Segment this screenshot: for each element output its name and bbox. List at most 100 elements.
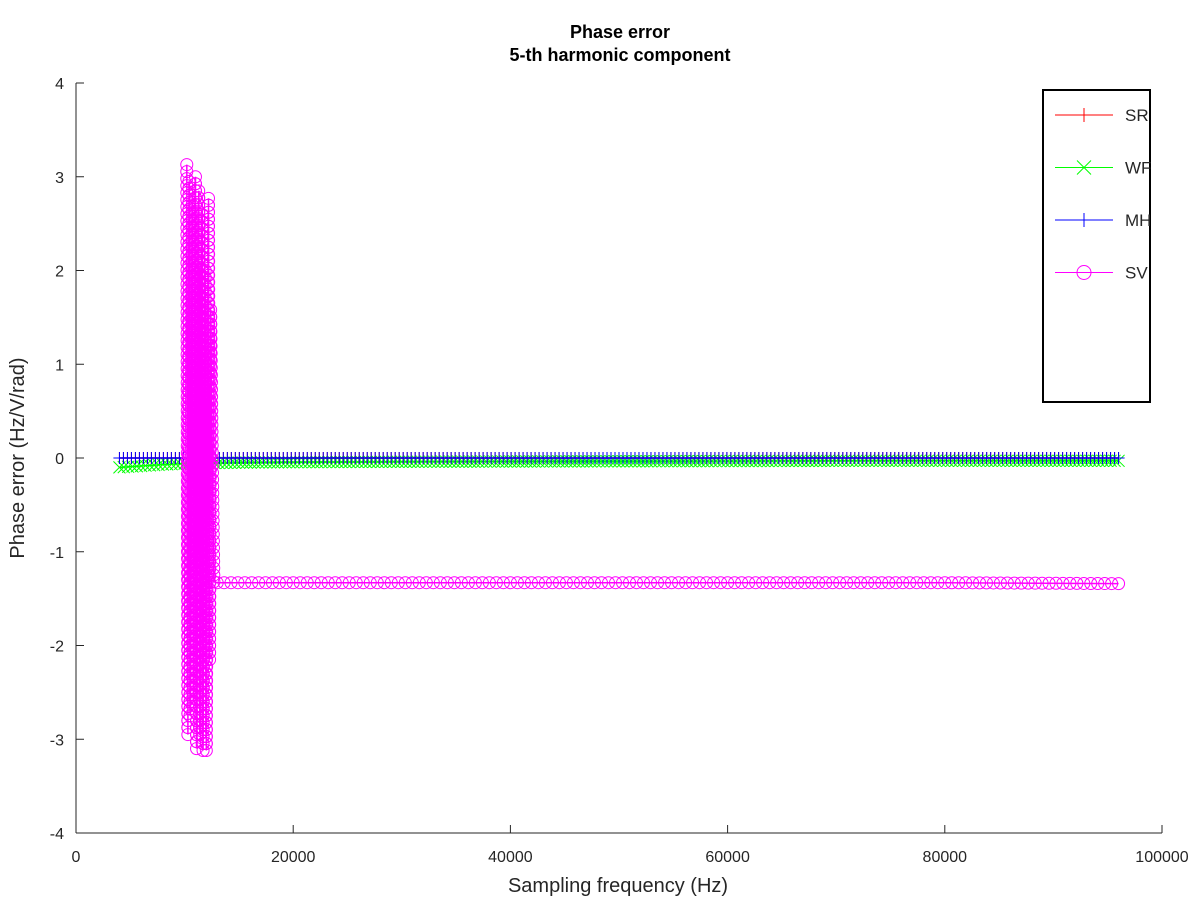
data-point [398, 576, 412, 590]
data-point [840, 576, 854, 590]
data-point [637, 576, 651, 590]
data-point [204, 332, 218, 346]
data-point [749, 576, 763, 590]
data-point [986, 576, 1000, 590]
data-point [307, 576, 321, 590]
data-point [199, 744, 213, 757]
data-point [201, 191, 215, 205]
data-point [693, 576, 707, 590]
data-point [200, 681, 214, 695]
data-point [580, 576, 594, 590]
y-tick-label: -1 [50, 545, 64, 562]
data-point [1007, 576, 1021, 590]
data-point [328, 576, 342, 590]
data-point [700, 576, 714, 590]
data-point [192, 191, 206, 205]
data-point [798, 576, 812, 590]
data-point [342, 576, 356, 590]
data-point [966, 576, 980, 590]
legend-label: SV [1125, 264, 1148, 283]
data-point [896, 576, 910, 590]
data-point [272, 576, 286, 590]
data-point [203, 590, 217, 604]
legend-marker [1076, 265, 1092, 280]
data-point [412, 576, 426, 590]
data-point [202, 268, 216, 282]
data-point [363, 576, 377, 590]
data-point [203, 611, 217, 625]
data-point [202, 205, 216, 219]
data-point [207, 561, 221, 575]
data-point [756, 576, 770, 590]
data-point [196, 723, 210, 737]
data-point [503, 576, 517, 590]
data-point [854, 576, 868, 590]
data-point [205, 459, 219, 473]
data-point [206, 479, 220, 493]
data-point [468, 576, 482, 590]
data-point [207, 548, 221, 562]
data-point [203, 597, 217, 611]
data-point [286, 576, 300, 590]
y-tick-label: 1 [55, 357, 64, 374]
data-point [496, 576, 510, 590]
x-tick-label: 80000 [923, 849, 968, 866]
data-point [205, 411, 219, 425]
data-point [1035, 576, 1049, 590]
data-point [259, 576, 273, 590]
y-tick-label: -4 [50, 826, 64, 843]
data-point [623, 576, 637, 590]
data-point [559, 576, 573, 590]
data-point [770, 576, 784, 590]
data-point [202, 226, 216, 240]
data-point [714, 576, 728, 590]
data-point [454, 576, 468, 590]
data-point [349, 576, 363, 590]
data-point [200, 632, 214, 646]
data-point [784, 576, 798, 590]
data-point [594, 576, 608, 590]
data-point [335, 576, 349, 590]
chart-title: Phase error [570, 22, 670, 42]
data-point [200, 688, 214, 702]
y-tick-label: 2 [55, 264, 64, 281]
data-point [188, 191, 202, 205]
data-point [245, 576, 259, 590]
data-point [203, 562, 217, 576]
data-point [206, 541, 220, 555]
data-point [384, 576, 398, 590]
data-point [202, 282, 216, 296]
data-point [206, 493, 220, 507]
data-point [196, 674, 210, 688]
data-point [489, 576, 503, 590]
data-point [203, 548, 217, 562]
data-point [391, 576, 405, 590]
data-point [195, 306, 209, 320]
legend-entry-mh: MH [1055, 211, 1151, 230]
data-point [204, 346, 218, 360]
data-point [204, 325, 218, 339]
data-point [616, 576, 630, 590]
data-point [224, 576, 238, 590]
data-point [742, 576, 756, 590]
data-point [875, 576, 889, 590]
data-point [203, 555, 217, 569]
data-point [199, 730, 213, 744]
data-point [679, 576, 693, 590]
data-point [210, 576, 224, 590]
data-point [202, 296, 216, 310]
data-point [552, 576, 566, 590]
data-point [204, 303, 218, 317]
data-point [777, 576, 791, 590]
x-tick-label: 40000 [488, 849, 533, 866]
data-point [189, 212, 203, 226]
data-point [203, 639, 217, 653]
data-point [531, 576, 545, 590]
data-point [204, 361, 218, 375]
data-point [1105, 577, 1119, 591]
data-point [203, 646, 217, 660]
data-point [356, 576, 370, 590]
data-point [630, 576, 644, 590]
data-point [203, 632, 217, 646]
data-point [1112, 452, 1125, 464]
